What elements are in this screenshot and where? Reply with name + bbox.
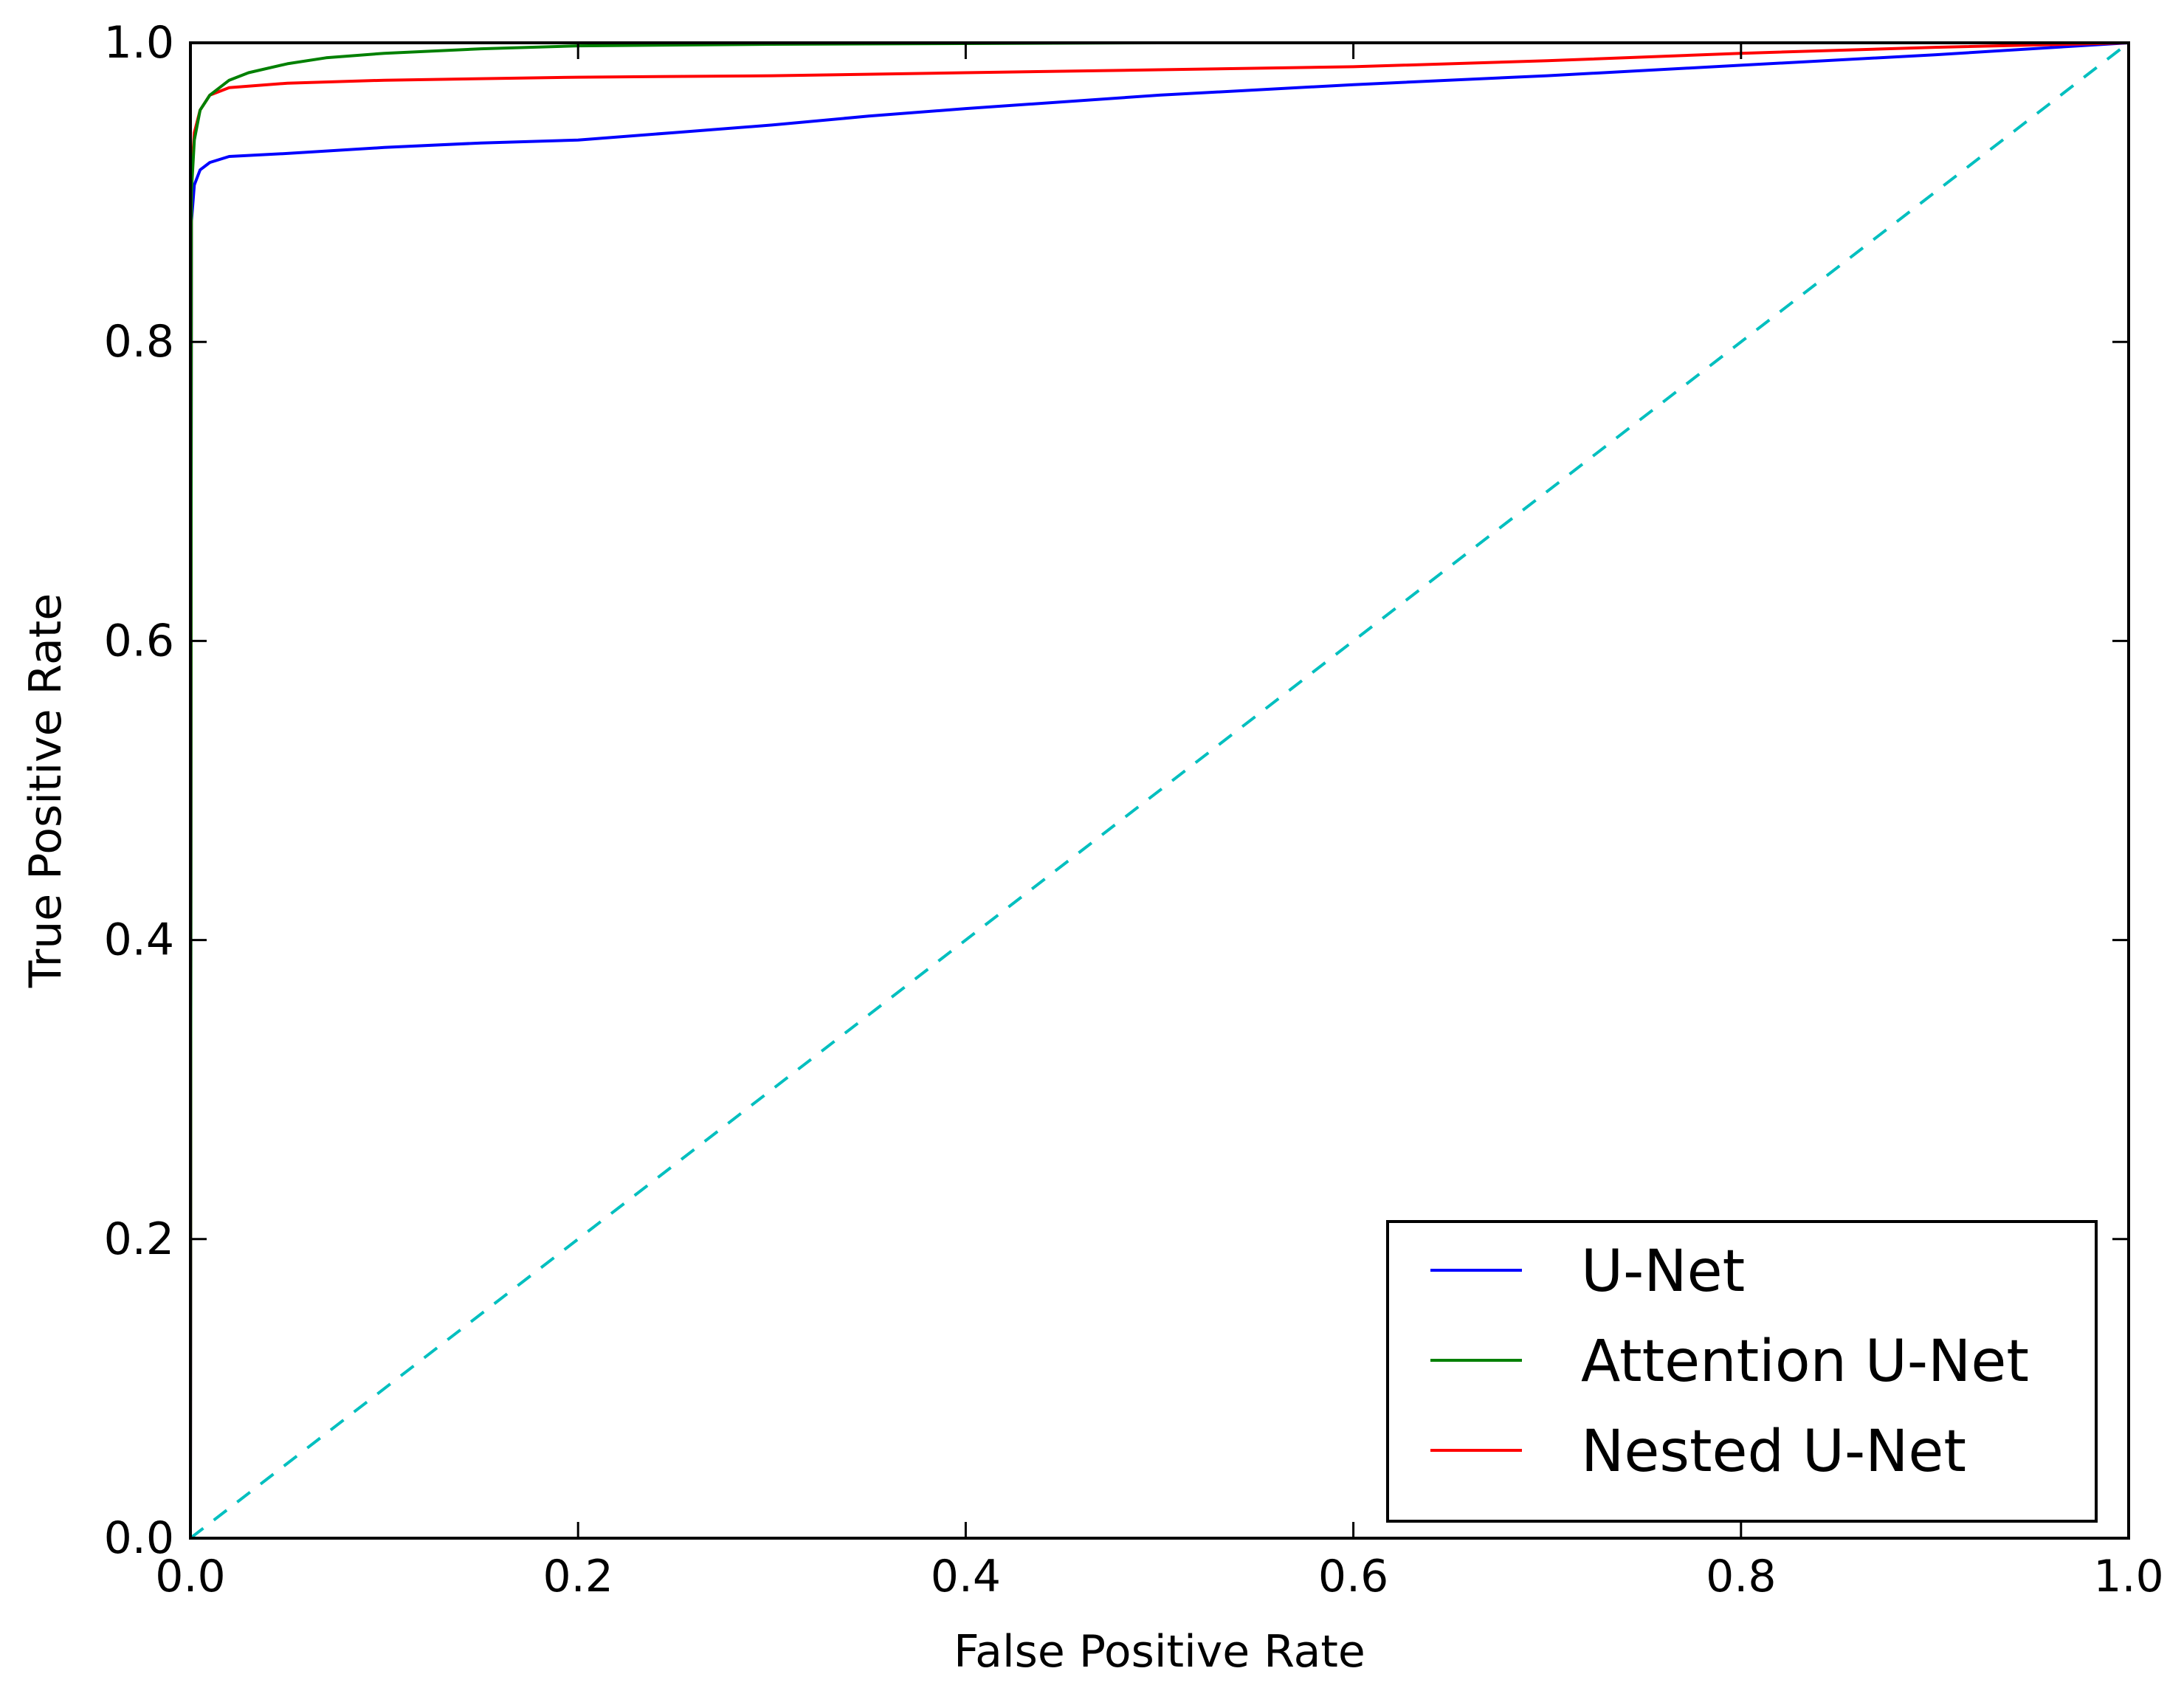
legend-label: Attention U-Net — [1581, 1329, 2029, 1395]
x-tick-label: 1.0 — [2093, 1551, 2163, 1602]
chance-diagonal-line — [189, 41, 2130, 1540]
y-tick-label: 0.4 — [104, 914, 174, 966]
y-tick-label: 1.0 — [104, 17, 174, 69]
y-tick-label: 0.8 — [104, 316, 174, 368]
y-axis-label: True Positive Rate — [20, 593, 72, 988]
x-tick-label: 0.8 — [1706, 1551, 1776, 1602]
x-tick-label: 0.2 — [542, 1551, 613, 1602]
series-line-u-net — [189, 41, 2130, 1540]
y-tick-label: 0.6 — [104, 615, 174, 666]
y-tick-label: 0.0 — [104, 1512, 174, 1564]
x-tick-label: 0.6 — [1318, 1551, 1388, 1602]
x-axis-label: False Positive Rate — [954, 1626, 1365, 1678]
legend-label: Nested U-Net — [1581, 1419, 1966, 1485]
y-tick-label: 0.2 — [104, 1213, 174, 1265]
legend: U-Net Attention U-Net Nested U-Net — [1386, 1220, 2098, 1523]
x-tick-label: 0.0 — [155, 1551, 225, 1602]
ticks-layer: 0.0 0.2 0.4 0.6 0.8 1.0 0.0 0.2 0.4 0.6 0.8 1.0 — [104, 17, 2164, 1602]
plot-frame — [189, 41, 2130, 1540]
x-tick-label: 0.4 — [931, 1551, 1001, 1602]
legend-label: U-Net — [1581, 1239, 1745, 1305]
